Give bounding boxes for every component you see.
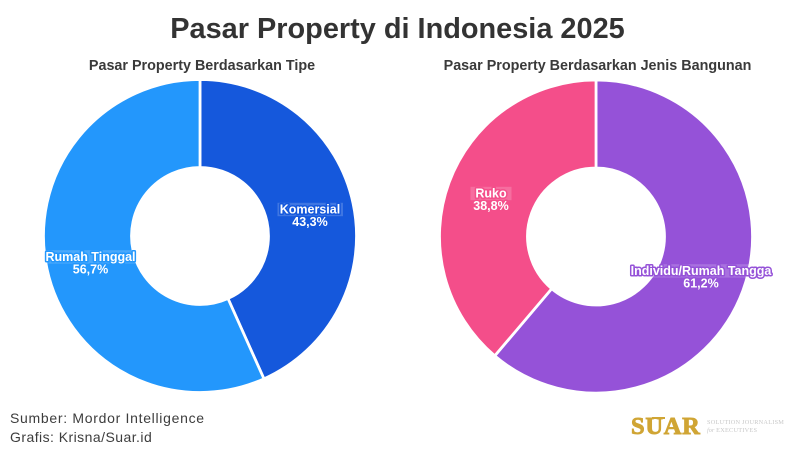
svg-text:Individu/Rumah Tangga: Individu/Rumah Tangga	[631, 264, 773, 278]
svg-text:Komersial: Komersial	[280, 203, 340, 217]
svg-text:43,3%: 43,3%	[292, 215, 327, 229]
svg-text:56,7%: 56,7%	[73, 263, 108, 277]
svg-text:Ruko: Ruko	[475, 187, 507, 201]
svg-text:38,8%: 38,8%	[473, 199, 508, 213]
svg-text:61,2%: 61,2%	[683, 277, 718, 291]
svg-text:Rumah Tinggal: Rumah Tinggal	[45, 250, 135, 264]
